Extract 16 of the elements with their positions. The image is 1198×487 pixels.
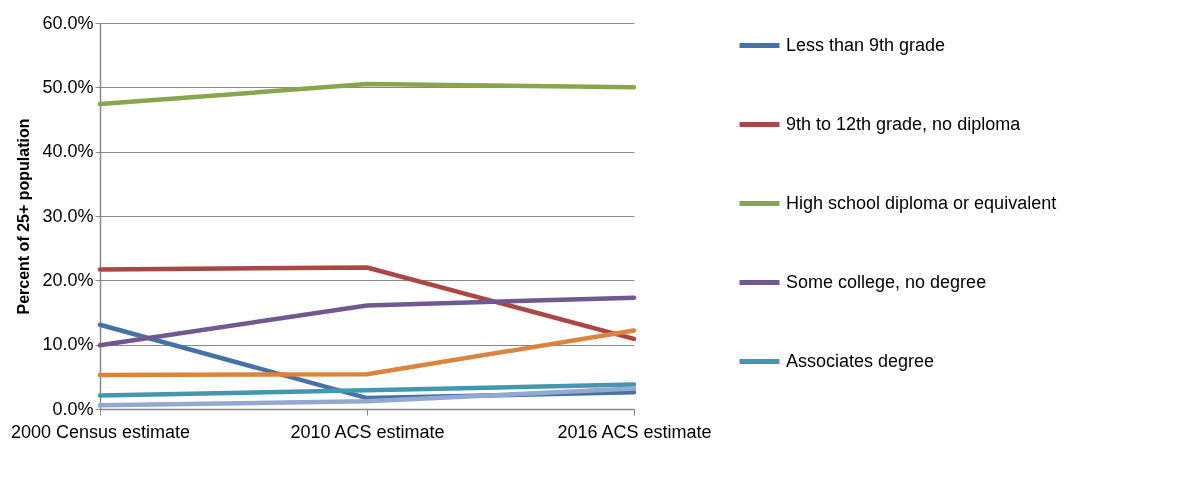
x-tick-label: 2016 ACS estimate — [557, 421, 712, 442]
y-tick-label: 30.0% — [42, 205, 94, 226]
y-tick-label: 40.0% — [42, 141, 94, 162]
y-tick-label: 50.0% — [42, 76, 94, 97]
y-axis-title: Percent of 25+ population — [15, 118, 33, 315]
legend-label: Some college, no degree — [786, 271, 987, 292]
legend-label: 9th to 12th grade, no diploma — [786, 113, 1022, 134]
y-tick-label: 10.0% — [42, 334, 94, 355]
legend-label: Less than 9th grade — [786, 34, 946, 55]
legend-label: Associates degree — [786, 350, 935, 371]
x-tick-label: 2010 ACS estimate — [290, 421, 445, 442]
y-tick-label: 60.0% — [42, 12, 94, 33]
x-tick-label: 2000 Census estimate — [10, 421, 191, 442]
y-tick-label: 20.0% — [42, 269, 94, 290]
y-tick-label: 0.0% — [52, 398, 94, 419]
legend-label: High school diploma or equivalent — [786, 192, 1057, 213]
